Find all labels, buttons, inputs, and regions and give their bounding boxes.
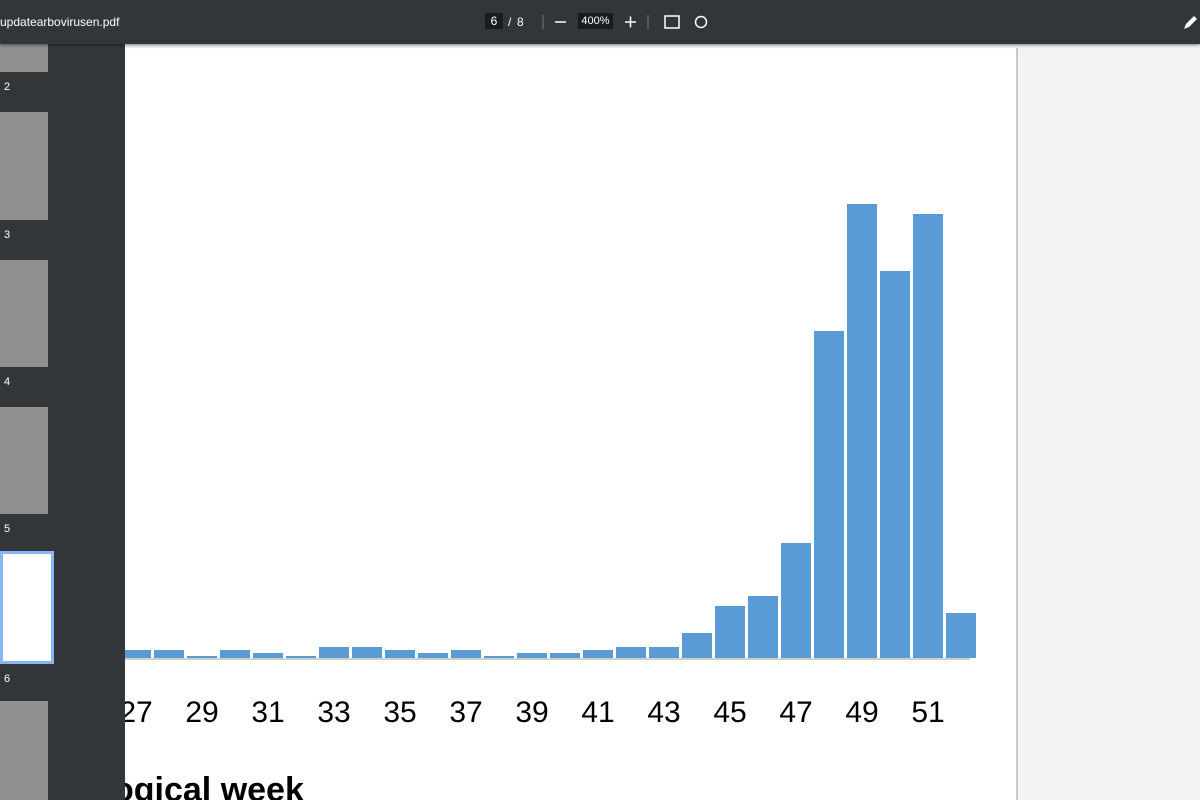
filename: updatearbovirusen.pdf xyxy=(0,15,120,29)
x-tick-label: 29 xyxy=(185,696,218,729)
x-tick-label: 31 xyxy=(251,696,284,729)
page-separator: / xyxy=(508,15,512,29)
bar xyxy=(946,613,976,658)
toolbar: updatearbovirusen.pdf 6 / 8 400% xyxy=(0,0,1200,44)
x-tick-label: 41 xyxy=(581,696,614,729)
page-thumbnail[interactable] xyxy=(0,260,48,367)
x-tick-label: 47 xyxy=(779,696,812,729)
page-thumbnail[interactable] xyxy=(0,407,48,514)
bar xyxy=(715,606,745,658)
bar xyxy=(814,331,844,658)
bar xyxy=(286,656,316,658)
page-input[interactable]: 6 xyxy=(485,13,503,29)
sidebar: 2 3 4 5 6 xyxy=(0,44,125,800)
bar xyxy=(253,653,283,658)
bar xyxy=(517,653,547,658)
bar xyxy=(418,653,448,658)
page-thumbnail[interactable] xyxy=(0,112,48,220)
bar xyxy=(913,214,943,658)
toolbar-icons xyxy=(542,15,1197,29)
bar xyxy=(352,647,382,658)
page-thumbnail[interactable] xyxy=(0,44,48,72)
x-tick-label: 43 xyxy=(647,696,680,729)
bar xyxy=(154,650,184,658)
thumbnail-label: 6 xyxy=(4,673,11,685)
bar xyxy=(583,650,613,658)
x-axis-title: ogical week xyxy=(125,771,304,800)
bar xyxy=(781,543,811,658)
bar xyxy=(451,650,481,658)
bar xyxy=(748,596,778,658)
x-tick-label: 33 xyxy=(317,696,350,729)
fit-button[interactable] xyxy=(664,15,680,29)
edit-button[interactable] xyxy=(1184,16,1197,29)
document-view: ogical week 27 29 31 33 35 37 39 41 43 45 47 49 51 xyxy=(125,48,1018,800)
thumbnail-label: 3 xyxy=(4,229,11,241)
bar xyxy=(616,647,646,658)
page-thumbnail[interactable] xyxy=(0,551,54,664)
thumbnail-label: 2 xyxy=(4,81,11,93)
bar xyxy=(649,647,679,658)
bar xyxy=(319,647,349,658)
page-count: 8 xyxy=(517,15,524,29)
bar xyxy=(880,271,910,658)
x-tick-label: 45 xyxy=(713,696,746,729)
bar xyxy=(220,650,250,658)
bar xyxy=(385,650,415,658)
x-tick-label: 37 xyxy=(449,696,482,729)
x-tick-label: 39 xyxy=(515,696,548,729)
page-thumbnail[interactable] xyxy=(0,701,48,800)
bar xyxy=(550,653,580,658)
thumbnail-label: 4 xyxy=(4,376,11,388)
x-tick-label: 49 xyxy=(845,696,878,729)
bar xyxy=(187,656,217,658)
bar xyxy=(682,633,712,658)
thumbnail-label: 5 xyxy=(4,523,11,535)
bar xyxy=(847,204,877,658)
x-tick-label: 51 xyxy=(911,696,944,729)
x-tick-label: 27 xyxy=(125,696,153,729)
x-tick-label: 35 xyxy=(383,696,416,729)
bar xyxy=(484,656,514,658)
zoom-input[interactable]: 400% xyxy=(578,13,613,29)
rotate-button[interactable] xyxy=(694,15,708,29)
bar xyxy=(125,650,151,658)
